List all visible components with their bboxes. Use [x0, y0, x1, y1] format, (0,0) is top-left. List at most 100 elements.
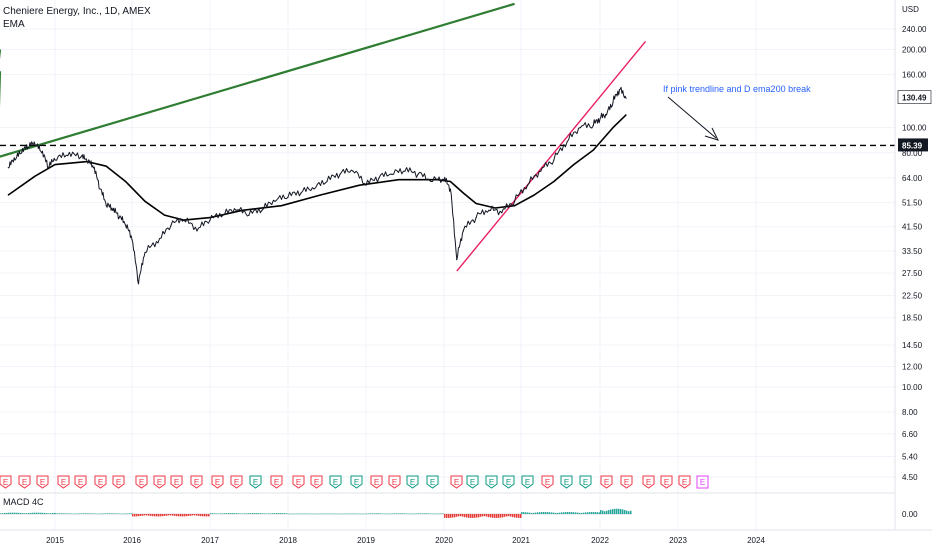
earnings-marker-label[interactable]: E	[40, 478, 45, 487]
earnings-marker[interactable]: E	[170, 475, 183, 489]
earnings-marker-shield[interactable]	[94, 475, 107, 489]
earnings-marker-shield[interactable]	[329, 475, 342, 489]
earnings-marker-shield[interactable]	[620, 475, 633, 489]
earnings-marker[interactable]: E	[135, 475, 148, 489]
earnings-marker[interactable]: E	[153, 475, 166, 489]
earnings-marker-shield[interactable]	[502, 475, 515, 489]
earnings-marker[interactable]: E	[370, 475, 383, 489]
earnings-marker-shield[interactable]	[292, 475, 305, 489]
price-tick-label[interactable]: 18.50	[902, 314, 923, 323]
price-tick-label[interactable]: 5.40	[902, 452, 918, 461]
earnings-marker-shield[interactable]	[350, 475, 363, 489]
price-tick-label[interactable]: 33.50	[902, 247, 923, 256]
earnings-marker-shield[interactable]	[600, 475, 613, 489]
earnings-marker[interactable]: E	[502, 475, 515, 489]
earnings-marker-shield[interactable]	[230, 475, 243, 489]
earnings-marker-label[interactable]: E	[525, 478, 530, 487]
earnings-marker[interactable]: E	[579, 475, 592, 489]
earnings-marker[interactable]: E	[560, 475, 573, 489]
level-price-box[interactable]	[898, 138, 928, 152]
year-tick-label[interactable]: 2023	[669, 536, 687, 545]
earnings-marker-label[interactable]: E	[3, 478, 8, 487]
earnings-marker-shield[interactable]	[310, 475, 323, 489]
year-tick-label[interactable]: 2017	[201, 536, 219, 545]
earnings-marker[interactable]: E	[388, 475, 401, 489]
earnings-marker-shield[interactable]	[541, 475, 554, 489]
earnings-marker-label[interactable]: E	[157, 478, 162, 487]
earnings-marker[interactable]: E	[600, 475, 613, 489]
earnings-marker-label[interactable]: E	[194, 478, 199, 487]
year-tick-label[interactable]: 2022	[591, 536, 609, 545]
earnings-marker[interactable]: E	[270, 475, 283, 489]
earnings-marker-label[interactable]: E	[98, 478, 103, 487]
pink-trendline[interactable]	[456, 40, 647, 272]
earnings-marker-label[interactable]: E	[61, 478, 66, 487]
earnings-marker[interactable]: E	[0, 475, 12, 489]
earnings-marker[interactable]: E	[620, 475, 633, 489]
earnings-marker[interactable]: E	[57, 475, 70, 489]
earnings-marker-shield[interactable]	[190, 475, 203, 489]
earnings-marker-shield[interactable]	[0, 475, 12, 489]
price-tick-label[interactable]: 160.00	[902, 71, 927, 80]
price-tick-label[interactable]: 12.00	[902, 362, 923, 371]
earnings-marker-label[interactable]: E	[116, 478, 121, 487]
earnings-marker-box[interactable]	[696, 475, 709, 489]
year-tick-label[interactable]: 2021	[512, 536, 530, 545]
earnings-marker-label[interactable]: E	[506, 478, 511, 487]
earnings-marker-label[interactable]: E	[274, 478, 279, 487]
earnings-marker[interactable]: E	[94, 475, 107, 489]
last-price-box[interactable]	[897, 90, 932, 104]
earnings-marker[interactable]: E	[642, 475, 655, 489]
earnings-marker[interactable]: E	[485, 475, 498, 489]
macd-axis-label[interactable]: 0.00	[902, 510, 918, 519]
earnings-marker[interactable]: E	[406, 475, 419, 489]
earnings-marker[interactable]: E	[541, 475, 554, 489]
earnings-marker[interactable]: E	[329, 475, 342, 489]
earnings-marker[interactable]: E	[350, 475, 363, 489]
earnings-marker[interactable]: E	[678, 475, 691, 489]
earnings-marker-shield[interactable]	[485, 475, 498, 489]
year-tick-label[interactable]: 2020	[435, 536, 453, 545]
earnings-marker-label[interactable]: E	[354, 478, 359, 487]
earnings-marker[interactable]: E	[466, 475, 479, 489]
earnings-marker-shield[interactable]	[406, 475, 419, 489]
earnings-marker-label[interactable]: E	[664, 478, 669, 487]
earnings-marker-label[interactable]: E	[604, 478, 609, 487]
earnings-marker-label[interactable]: E	[700, 478, 705, 487]
trendlines[interactable]	[0, 2, 647, 455]
earnings-marker-label[interactable]: E	[682, 478, 687, 487]
earnings-marker-label[interactable]: E	[215, 478, 220, 487]
earnings-marker-shield[interactable]	[642, 475, 655, 489]
earnings-marker-shield[interactable]	[74, 475, 87, 489]
time-axis[interactable]: 2015 2016 2017 2018 2019 2020 2021 2022 2023 2024	[0, 529, 932, 545]
earnings-marker-shield[interactable]	[678, 475, 691, 489]
price-tick-label[interactable]: 27.50	[902, 269, 923, 278]
earnings-marker-shield[interactable]	[112, 475, 125, 489]
earnings-marker-label[interactable]: E	[78, 478, 83, 487]
ema-indicator-label[interactable]: EMA	[3, 19, 25, 30]
earnings-marker-label[interactable]: E	[583, 478, 588, 487]
earnings-marker-label[interactable]: E	[174, 478, 179, 487]
earnings-marker[interactable]: E	[696, 475, 709, 489]
price-tick-label[interactable]: 22.50	[902, 292, 923, 301]
earnings-marker-label[interactable]: E	[564, 478, 569, 487]
earnings-marker-shield[interactable]	[560, 475, 573, 489]
earnings-marker[interactable]: E	[230, 475, 243, 489]
earnings-marker[interactable]: E	[74, 475, 87, 489]
earnings-marker-label[interactable]: E	[454, 478, 459, 487]
earnings-marker[interactable]: E	[211, 475, 224, 489]
last-price-label[interactable]: 130.49	[902, 94, 927, 103]
price-tick-label[interactable]: 240.00	[902, 25, 927, 34]
price-tick-label[interactable]: 200.00	[902, 46, 927, 55]
earnings-marker-label[interactable]: E	[139, 478, 144, 487]
earnings-marker[interactable]: E	[112, 475, 125, 489]
earnings-marker-label[interactable]: E	[489, 478, 494, 487]
earnings-marker-label[interactable]: E	[333, 478, 338, 487]
earnings-marker-shield[interactable]	[521, 475, 534, 489]
earnings-marker-label[interactable]: E	[392, 478, 397, 487]
earnings-marker-shield[interactable]	[36, 475, 49, 489]
earnings-marker-shield[interactable]	[388, 475, 401, 489]
price-tick-label[interactable]: 14.50	[902, 341, 923, 350]
earnings-marker-shield[interactable]	[270, 475, 283, 489]
